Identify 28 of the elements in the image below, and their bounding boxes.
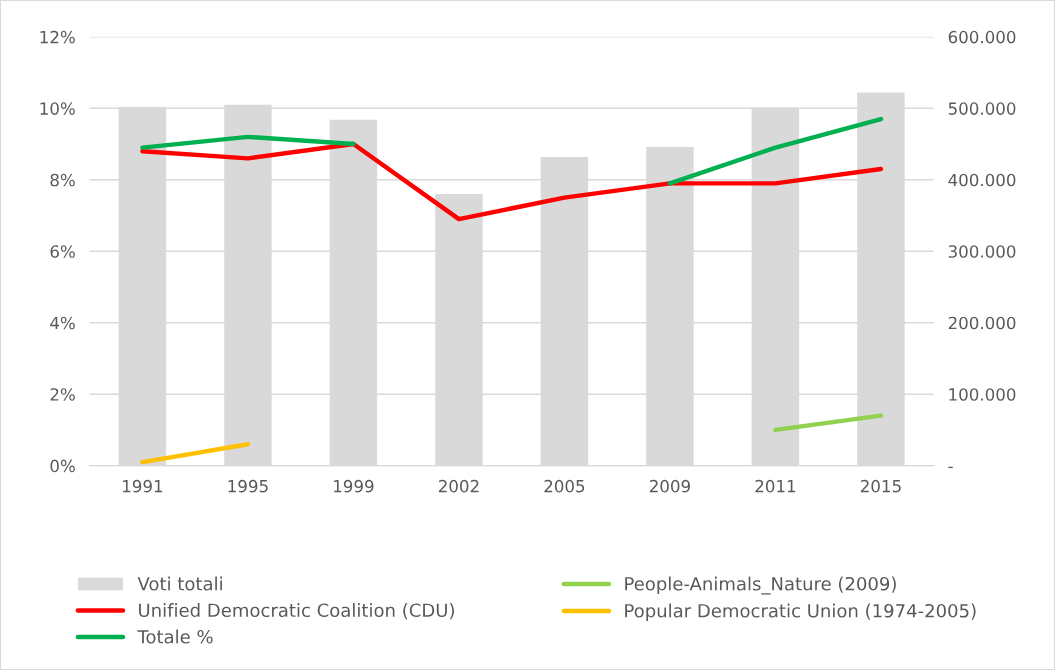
legend-label: People-Animals_Nature (2009) (625, 576, 896, 595)
x-tick-label: 1991 (123, 479, 163, 493)
y2-tick-label: 500.000 (948, 102, 1016, 115)
legend-label: Totale % (137, 629, 213, 644)
x-tick-label: 1999 (334, 479, 374, 493)
y-tick-label: 10% (40, 102, 75, 115)
x-tick-label: 2009 (649, 479, 690, 493)
legend-label: Unified Democratic Coalition (CDU) (139, 603, 454, 620)
y2-tick-label: 100.000 (949, 388, 1016, 401)
y2-tick-label: 600.000 (948, 30, 1016, 44)
y2-tick-label: - (948, 466, 953, 469)
y2-tick-label: 400.000 (948, 173, 1016, 187)
x-tick-label: 2015 (860, 479, 901, 493)
legend-label: Voti totali (137, 576, 222, 591)
y-tick-label: 6% (50, 245, 75, 258)
y-tick-label: 0% (50, 459, 75, 473)
y2-tick-label: 300.000 (948, 245, 1016, 258)
line-series (140, 141, 884, 222)
x-tick-label: 2005 (544, 479, 585, 493)
y-tick-label: 2% (50, 388, 75, 401)
y-tick-label: 4% (50, 316, 75, 330)
y2-tick-label: 200.000 (948, 316, 1016, 330)
y-tick-label: 8% (50, 173, 75, 187)
legend-label: Popular Democratic Union (1974-2005) (625, 603, 976, 622)
x-tick-label: 2011 (755, 479, 796, 493)
x-tick-label: 2002 (438, 479, 479, 493)
x-tick-label: 1995 (228, 479, 268, 493)
y-tick-label: 12% (40, 30, 75, 44)
